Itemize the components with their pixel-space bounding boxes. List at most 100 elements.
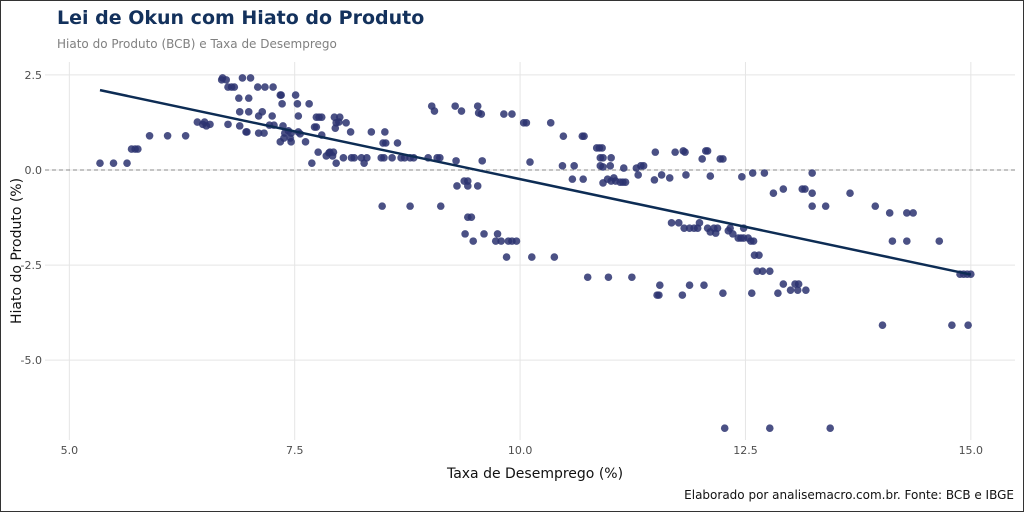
data-point	[436, 154, 444, 162]
data-point	[406, 202, 414, 210]
y-tick-label: 2.5	[25, 69, 43, 82]
data-point	[243, 128, 251, 136]
data-point	[769, 189, 778, 197]
data-point	[235, 94, 243, 102]
data-point	[497, 237, 505, 245]
data-point	[671, 148, 679, 156]
chart-title: Lei de Okun com Hiato do Produto	[57, 7, 425, 29]
data-point	[802, 286, 810, 294]
data-point	[729, 230, 737, 238]
x-tick-label: 15.0	[959, 444, 984, 457]
data-point	[599, 163, 607, 171]
data-point	[808, 189, 816, 197]
data-point	[235, 122, 244, 130]
data-point	[244, 108, 253, 116]
data-point	[493, 230, 502, 238]
data-point	[469, 237, 478, 245]
data-point	[700, 281, 708, 290]
data-point	[145, 131, 154, 140]
data-point	[606, 162, 615, 170]
data-point	[134, 145, 142, 153]
axis-ticks: 5.0 7.5 10.0 12.5 15.0 2.5 0.0 -2.5 -5.0	[21, 69, 984, 457]
data-point	[599, 154, 607, 162]
data-point	[871, 202, 880, 210]
data-point	[502, 253, 511, 261]
data-point	[621, 178, 630, 186]
data-point	[793, 286, 802, 294]
data-point	[393, 139, 402, 147]
data-point	[779, 280, 788, 288]
data-point	[268, 112, 276, 120]
grid	[45, 62, 1015, 440]
data-point	[463, 182, 472, 190]
data-point	[765, 267, 774, 275]
data-point	[430, 107, 439, 115]
data-point	[685, 281, 694, 290]
data-point	[335, 118, 343, 126]
data-point	[656, 281, 664, 290]
data-point	[230, 83, 239, 91]
data-point	[948, 321, 956, 329]
data-point	[964, 321, 972, 329]
data-point	[698, 155, 706, 163]
x-tick-label: 12.5	[733, 444, 758, 457]
data-point	[550, 253, 559, 261]
data-point	[238, 74, 247, 82]
data-point	[559, 132, 568, 140]
data-point	[224, 120, 232, 129]
data-point	[639, 162, 648, 170]
data-point	[558, 162, 567, 170]
data-point	[301, 138, 310, 146]
chart-subtitle: Hiato do Produto (BCB) e Taxa de Desempr…	[57, 37, 337, 51]
data-point	[381, 139, 390, 147]
data-point	[674, 219, 683, 227]
data-point	[888, 237, 897, 245]
data-point	[821, 202, 830, 210]
y-tick-label: 0.0	[25, 164, 43, 177]
data-point	[314, 148, 322, 156]
data-point	[436, 202, 445, 210]
y-tick-label: -5.0	[21, 354, 42, 367]
data-point	[287, 138, 295, 146]
data-point	[738, 173, 746, 181]
data-point	[331, 124, 340, 132]
data-point	[678, 291, 687, 299]
data-point	[570, 162, 578, 170]
data-point	[680, 224, 688, 232]
data-point	[619, 164, 628, 172]
data-point	[719, 289, 727, 298]
data-point	[477, 110, 486, 118]
data-point	[329, 148, 338, 156]
data-point	[235, 108, 244, 116]
data-point	[350, 154, 359, 162]
data-point	[330, 113, 339, 121]
chart-caption: Elaborado por analisemacro.com.br. Fonte…	[684, 488, 1014, 502]
data-point	[522, 119, 531, 127]
data-point	[269, 83, 277, 91]
data-point	[628, 273, 636, 282]
data-point	[878, 321, 887, 329]
data-point	[604, 273, 613, 282]
data-point	[317, 113, 326, 121]
data-point	[634, 171, 642, 179]
data-point	[261, 83, 269, 91]
data-point	[747, 289, 756, 298]
points-layer	[45, 74, 1015, 433]
data-point	[760, 169, 769, 177]
data-point	[583, 273, 592, 282]
data-point	[260, 129, 268, 137]
data-point	[123, 159, 131, 167]
data-point	[713, 224, 722, 232]
data-point	[508, 110, 516, 118]
data-point	[779, 185, 788, 193]
data-point	[308, 159, 316, 167]
data-point	[277, 91, 285, 99]
data-point	[726, 224, 734, 232]
data-point	[280, 134, 288, 142]
data-point	[293, 100, 302, 108]
data-point	[720, 424, 729, 433]
data-point	[380, 154, 388, 162]
data-point	[278, 100, 286, 108]
data-point	[381, 128, 389, 136]
data-point	[244, 94, 253, 102]
